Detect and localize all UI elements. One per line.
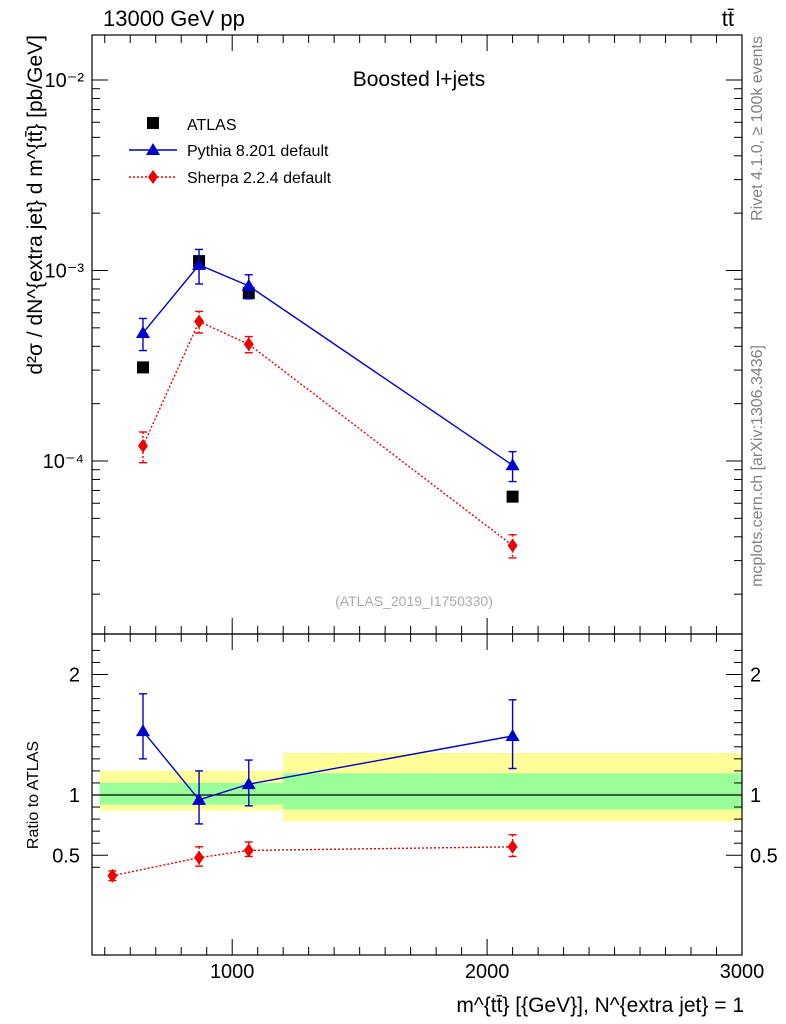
pythia-point (135, 325, 150, 338)
pythia-ratio-point (241, 777, 256, 790)
pythia-point (505, 458, 520, 471)
main-y-axis-label: d²σ / dN^{extra jet} d m^{tt̄} [pb/GeV] (24, 35, 47, 375)
pythia-point (192, 257, 207, 270)
ratio-y-tick-label: 1 (69, 785, 80, 807)
analysis-watermark: (ATLAS_2019_I1750330) (335, 593, 493, 609)
atlas-point (136, 361, 149, 374)
main-y-tick-label: 10⁻³ (45, 261, 85, 283)
legend-sherpa-marker (148, 170, 158, 184)
sherpa-ratio-point (194, 850, 205, 865)
ratio-y-tick-label-right: 0.5 (750, 845, 778, 867)
sherpa-line (142, 320, 514, 547)
ratio-series-group (107, 693, 520, 883)
pythia-ratio-point (505, 728, 520, 741)
sherpa-ratio-point (507, 839, 518, 854)
atlas-point (506, 490, 519, 503)
x-tick-label: 3000 (720, 961, 765, 983)
legend-atlas-marker (147, 117, 159, 129)
sherpa-ratio-point (107, 868, 118, 883)
legend-pythia-marker (146, 143, 160, 155)
sherpa-ratio-line (112, 846, 513, 877)
x-tick-label: 1000 (210, 961, 255, 983)
pythia-point (241, 278, 256, 291)
pythia-ratio-point (135, 724, 150, 737)
mcplots-label: mcplots.cern.ch [arXiv:1306.3436] (749, 345, 766, 587)
ratio-y-tick-label-right: 1 (750, 785, 761, 807)
main-y-tick-label: 10⁻² (45, 70, 85, 92)
sherpa-point (243, 337, 254, 352)
ratio-y-tick-label-right: 2 (750, 665, 761, 687)
pythia-line (142, 264, 513, 466)
uncertainty-band-inner (283, 773, 742, 810)
sherpa-point (507, 538, 518, 553)
sherpa-ratio-point (243, 843, 254, 858)
energy-label: 13000 GeV pp (103, 6, 245, 31)
legend-pythia-label: Pythia 8.201 default (187, 143, 329, 160)
legend-sherpa-label: Sherpa 2.2.4 default (187, 170, 332, 187)
chart-title: Boosted l+jets (353, 68, 486, 91)
x-tick-label: 2000 (465, 961, 510, 983)
x-axis-label: m^{tt̄} [{GeV}], N^{extra jet} = 1 (456, 994, 744, 1017)
ratio-y-tick-label: 0.5 (52, 845, 80, 867)
ratio-y-axis-label: Ratio to ATLAS (25, 741, 42, 849)
legend-atlas-label: ATLAS (187, 117, 237, 134)
ratio-axes: 0.5 0.5 1 1 2 2 1000 2000 3000 (52, 633, 778, 983)
pythia-ratio-point (192, 792, 207, 805)
sherpa-point (194, 314, 205, 329)
sherpa-point (137, 438, 148, 453)
rivet-label: Rivet 4.1.0, ≥ 100k events (749, 36, 766, 221)
main-series (135, 248, 520, 559)
legend: ATLAS Pythia 8.201 default Sherpa 2.2.4 … (129, 117, 332, 187)
process-label: tt̄ (722, 6, 734, 31)
uncertainty-band-inner (99, 782, 284, 805)
main-y-tick-label: 10⁻⁴ (43, 451, 84, 473)
ratio-y-tick-label: 2 (69, 665, 80, 687)
pythia-ratio-line (142, 730, 513, 801)
ratio-series (107, 693, 520, 883)
